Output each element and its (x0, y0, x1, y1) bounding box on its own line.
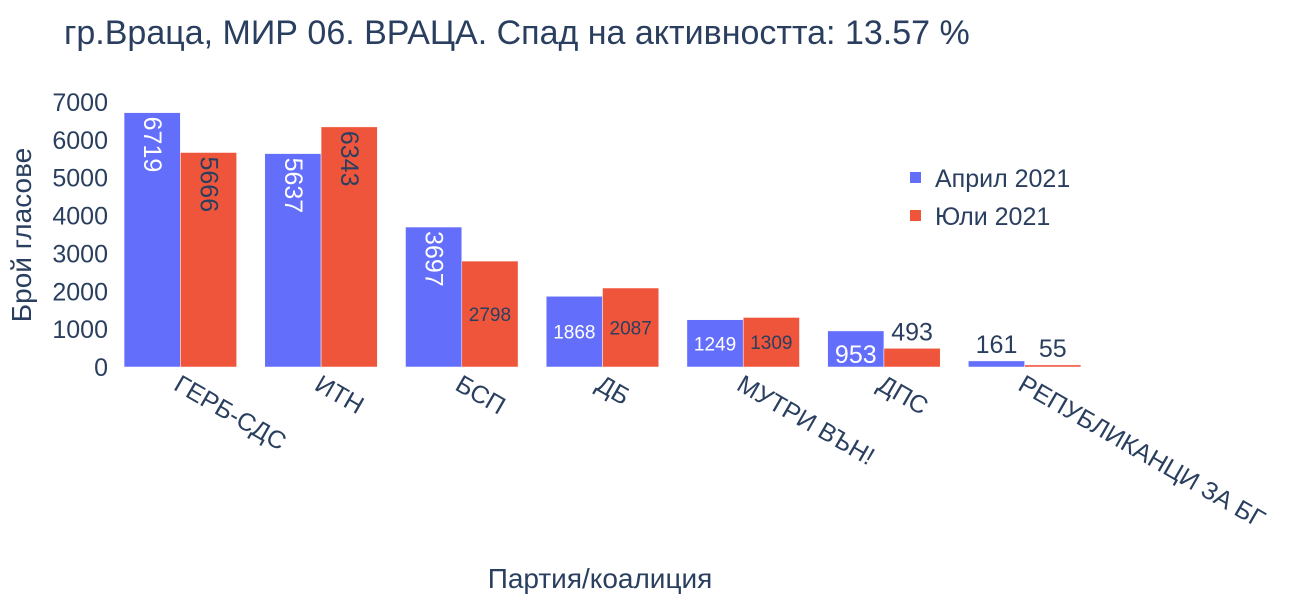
legend: Април 2021 Юли 2021 (910, 165, 1070, 231)
bar (264, 153, 322, 368)
bar (686, 319, 744, 368)
bar (405, 226, 463, 368)
bar-value-label: 2087 (610, 318, 652, 339)
bar (123, 112, 181, 368)
bar-value-label: 493 (891, 318, 933, 346)
bar-labels: 6719 5666 5637 6343 3697 2798 1868 2087 1249 1309… (138, 117, 1066, 369)
legend-swatch (910, 210, 921, 221)
y-axis-title: Брой гласове (6, 148, 37, 322)
x-tick-label: ДБ (592, 370, 635, 411)
bar (742, 317, 800, 368)
y-tick-label: 6000 (52, 127, 108, 155)
y-tick-label: 1000 (52, 316, 108, 344)
bar-value-label: 2798 (469, 305, 511, 326)
legend-swatch (910, 172, 921, 183)
x-tick-label: БСП (451, 370, 510, 420)
chart-title: гр.Враца, МИР 06. ВРАЦА. Спад на активно… (64, 14, 970, 52)
bar-value-label: 953 (835, 341, 877, 369)
bar-value-label: 1309 (750, 333, 792, 354)
bar-value-label: 5666 (195, 157, 223, 213)
bar (1024, 364, 1082, 368)
legend-label: Юли 2021 (935, 203, 1050, 231)
bar (883, 348, 941, 368)
bar (180, 152, 237, 368)
bar-value-label: 5637 (279, 158, 307, 214)
x-tick-label: РЕПУБЛИКАНЦИ ЗА БГ (1014, 370, 1270, 534)
x-axis: ГЕРБ-СДС ИТН БСП ДБ МУТРИ ВЪН!ДПС РЕПУБЛИКАНЦ… (169, 370, 1270, 534)
x-tick-label: ИТН (310, 370, 368, 420)
x-axis-title: Партия/коалиция (488, 563, 713, 594)
x-tick-label: ГЕРБ-СДС (169, 370, 290, 456)
bar-value-label: 1868 (553, 323, 595, 344)
y-tick-label: 2000 (52, 278, 108, 306)
y-tick-label: 3000 (52, 240, 108, 268)
bar-value-label: 3697 (420, 231, 448, 287)
y-tick-label: 4000 (52, 203, 108, 231)
x-tick-label: ДПС (873, 370, 933, 421)
bar (461, 260, 519, 368)
bar-value-label: 6343 (335, 131, 363, 187)
bar-value-label: 1249 (694, 334, 736, 355)
bar-value-label: 6719 (138, 117, 166, 173)
x-tick-label: МУТРИ ВЪН! (732, 370, 879, 471)
bar (827, 330, 885, 368)
bar (968, 360, 1025, 368)
y-tick-label: 0 (94, 354, 108, 382)
y-tick-label: 5000 (52, 165, 108, 193)
bar (320, 126, 378, 368)
bar (602, 287, 660, 368)
bar-value-label: 161 (976, 331, 1018, 359)
legend-label: Април 2021 (935, 165, 1070, 193)
y-tick-label: 7000 (52, 89, 108, 117)
bar (545, 296, 603, 368)
bar-value-label: 55 (1039, 335, 1067, 363)
bars (123, 112, 1082, 368)
y-axis: 0 1000 2000 3000 4000 5000 6000 7000 (52, 89, 108, 382)
